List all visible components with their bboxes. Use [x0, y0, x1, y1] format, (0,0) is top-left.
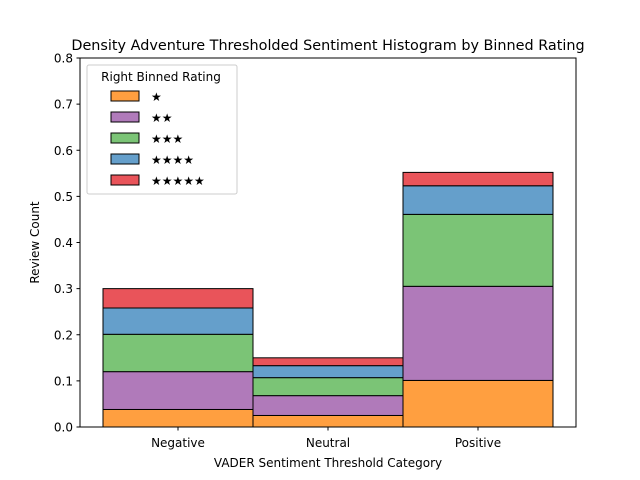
legend-items: ★★★★★★★★★★★★★★★ [110, 90, 205, 188]
x-axis-label: VADER Sentiment Threshold Category [214, 456, 442, 470]
legend-swatch [110, 111, 140, 123]
legend-label: ★★★★★ [151, 174, 205, 188]
bar-segment-negative-3-star [102, 333, 254, 373]
bar-segment-negative-5-star [102, 288, 254, 309]
x-tick-label: Positive [455, 436, 501, 450]
y-tick-label: 0.2 [54, 328, 73, 342]
y-tick-label: 0.6 [54, 144, 73, 158]
bar-segment-negative-1-star [102, 408, 254, 428]
bar-segment-positive-4-star [402, 185, 554, 215]
y-tick-label: 0.3 [54, 282, 73, 296]
y-tick-label: 0.8 [54, 52, 73, 66]
bar-segment-positive-2-star [402, 285, 554, 381]
bar-segment-neutral-5-star [252, 357, 404, 367]
x-axis: Negative Neutral Positive [151, 427, 501, 450]
legend-swatch [110, 153, 140, 165]
y-tick-label: 0.4 [54, 236, 73, 250]
y-axis-label: Review Count [28, 201, 42, 284]
bar-segment-negative-4-star [102, 307, 254, 335]
y-tick-label: 0.5 [54, 190, 73, 204]
bar-segment-positive-1-star [402, 379, 554, 428]
legend-title: Right Binned Rating [101, 70, 221, 84]
x-tick-label: Neutral [306, 436, 350, 450]
legend-swatch [110, 90, 140, 102]
bar-segment-neutral-3-star [252, 377, 404, 397]
bar-segment-positive-3-star [402, 213, 554, 287]
legend-label: ★★★ [151, 132, 183, 146]
x-tick-label: Negative [151, 436, 205, 450]
y-tick-label: 0.1 [54, 374, 73, 388]
bar-segment-neutral-4-star [252, 365, 404, 379]
y-tick-label: 0.7 [54, 98, 73, 112]
legend-swatch [110, 132, 140, 144]
y-axis: 0.0 0.1 0.2 0.3 0.4 0.5 0.6 0.7 0.8 [54, 52, 80, 435]
legend: Right Binned Rating ★★★★★★★★★★★★★★★ [86, 64, 238, 195]
legend-swatch [110, 174, 140, 186]
bar-segment-negative-2-star [102, 371, 254, 410]
legend-label: ★★ [151, 111, 173, 125]
stacked-bars [102, 171, 554, 428]
bar-segment-neutral-1-star [252, 414, 404, 428]
bar-segment-positive-5-star [402, 171, 554, 187]
legend-label: ★★★★ [151, 153, 194, 167]
chart-title: Density Adventure Thresholded Sentiment … [71, 38, 584, 54]
y-tick-label: 0.0 [54, 421, 73, 435]
legend-label: ★ [151, 90, 162, 104]
bar-segment-neutral-2-star [252, 395, 404, 416]
